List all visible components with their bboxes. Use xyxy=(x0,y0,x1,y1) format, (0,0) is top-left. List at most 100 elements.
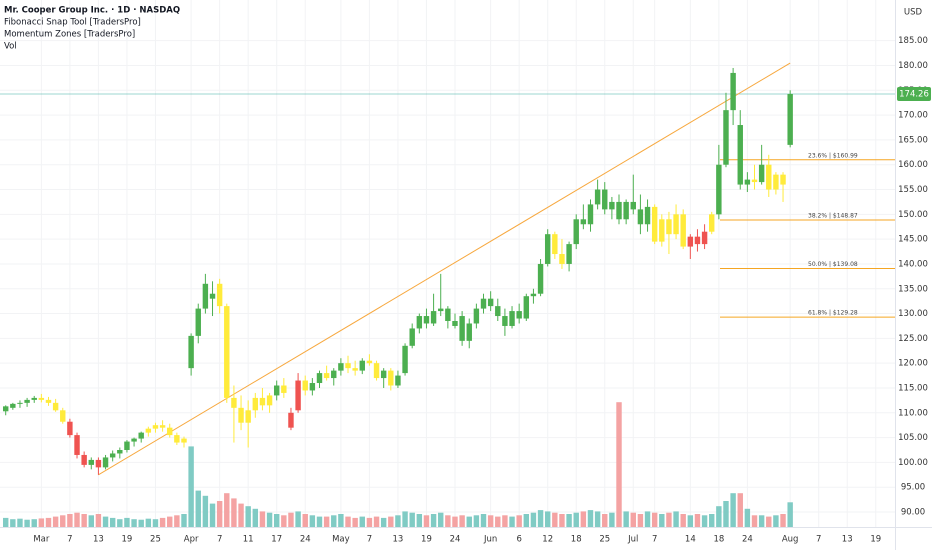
x-tick-label: 13 xyxy=(93,535,104,545)
candle-body xyxy=(323,373,330,379)
x-tick-label: 12 xyxy=(542,535,553,545)
volume-bar xyxy=(74,512,80,527)
candle-body xyxy=(117,449,123,454)
candle-body xyxy=(580,219,587,225)
volume-bar xyxy=(594,511,601,527)
x-tick-label: 11 xyxy=(243,535,254,545)
candle-body xyxy=(766,164,772,190)
candle-body xyxy=(758,164,765,183)
volume-bar xyxy=(751,515,758,527)
volume-bar xyxy=(17,518,23,527)
candle-body xyxy=(159,425,166,428)
volume-bar xyxy=(288,512,294,527)
volume-bar xyxy=(188,446,194,527)
x-tick-label: Aug xyxy=(782,535,799,545)
candle-body xyxy=(659,219,665,242)
y-tick-label: 170.00 xyxy=(898,111,928,121)
volume-bar xyxy=(231,498,237,527)
y-tick-label: 135.00 xyxy=(898,284,928,294)
volume-bar xyxy=(487,515,494,527)
y-tick-label: 160.00 xyxy=(898,160,928,170)
candle-body xyxy=(587,204,594,225)
candle-body xyxy=(245,410,251,423)
volume-bar xyxy=(438,512,444,527)
price-label-box xyxy=(897,86,931,101)
y-tick-label: 130.00 xyxy=(898,309,928,319)
volume-bar xyxy=(716,506,722,527)
volume-bar xyxy=(509,516,515,527)
volume-bar xyxy=(623,511,629,527)
volume-bar xyxy=(544,511,551,527)
volume-bar xyxy=(687,515,694,527)
candle-body xyxy=(309,383,316,391)
volume-bar xyxy=(709,514,715,527)
candle-body xyxy=(716,164,722,215)
candle-body xyxy=(388,370,394,386)
volume-bar xyxy=(630,512,636,527)
candle-body xyxy=(687,236,694,247)
x-tick-label: 17 xyxy=(271,535,282,545)
volume-bar xyxy=(302,514,308,527)
volume-bar xyxy=(430,514,437,527)
volume-bar xyxy=(338,514,344,527)
candle-body xyxy=(623,201,629,220)
x-tick-label: 18 xyxy=(713,535,724,545)
volume-bar xyxy=(744,508,751,527)
candle-body xyxy=(416,316,423,329)
chart-title: Mr. Cooper Group Inc. · 1D · NASDAQ xyxy=(4,6,180,16)
candle-body xyxy=(10,403,16,408)
candle-body xyxy=(430,311,437,324)
candle-body xyxy=(331,370,337,379)
volume-bar xyxy=(766,516,772,527)
volume-bar xyxy=(202,495,209,527)
candle-body xyxy=(509,311,515,326)
candle-body xyxy=(673,214,679,235)
x-tick-label: 13 xyxy=(393,535,404,545)
currency-label: USD xyxy=(904,8,923,18)
candle-body xyxy=(288,412,294,428)
y-tick-label: 165.00 xyxy=(898,135,928,145)
candle-body xyxy=(701,231,708,245)
volume-bar xyxy=(266,512,273,527)
candle-body xyxy=(316,373,323,384)
candle-body xyxy=(516,311,522,319)
volume-bar xyxy=(31,519,37,527)
x-tick-label: 24 xyxy=(450,535,461,545)
volume-bar xyxy=(651,512,658,527)
volume-bar xyxy=(452,516,458,527)
candle-body xyxy=(602,189,608,210)
plot-area: 23.6% | $160.99 38.2% | $148.87 50.0% | $1… xyxy=(0,0,895,527)
x-tick-label: 19 xyxy=(122,535,133,545)
volume-bar xyxy=(323,516,330,527)
volume-bar xyxy=(117,519,123,527)
volume-bar xyxy=(445,515,451,527)
volume-bar xyxy=(587,510,594,527)
candle-body xyxy=(138,432,144,439)
x-tick-label: 14 xyxy=(685,535,696,545)
y-tick-label: 150.00 xyxy=(898,210,928,220)
y-tick-label: 145.00 xyxy=(898,235,928,245)
volume-bar xyxy=(52,516,59,527)
volume-bar xyxy=(67,514,73,527)
candle-body xyxy=(530,293,537,297)
volume-bar xyxy=(495,516,501,527)
y-tick-label: 115.00 xyxy=(898,383,928,393)
x-tick-label: 13 xyxy=(842,535,853,545)
volume-bar xyxy=(616,402,622,527)
candle-body xyxy=(152,425,159,429)
x-tick-label: 18 xyxy=(571,535,582,545)
x-tick-label: Jun xyxy=(483,535,497,545)
x-tick-label: Apr xyxy=(184,535,199,545)
y-tick-label: 185.00 xyxy=(898,36,928,46)
x-tick-label: 6 xyxy=(516,535,521,545)
candle-body xyxy=(124,441,130,450)
volume-bar xyxy=(659,514,665,527)
volume-bar xyxy=(466,516,472,527)
candle-body xyxy=(373,363,380,379)
y-tick-label: 100.00 xyxy=(898,458,928,468)
candle-body xyxy=(224,306,230,398)
volume-bar xyxy=(259,511,266,527)
candle-body xyxy=(644,206,651,225)
volume-bar xyxy=(81,514,87,527)
volume-bar xyxy=(395,515,401,527)
